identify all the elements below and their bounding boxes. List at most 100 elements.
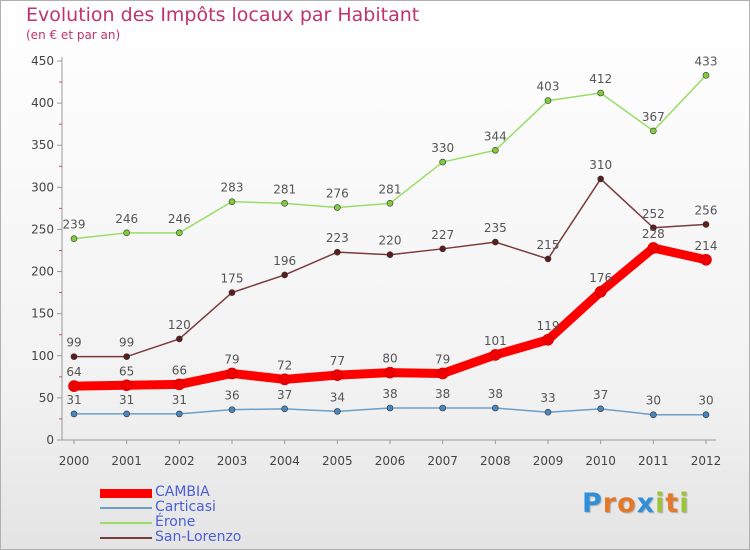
data-point <box>436 367 449 380</box>
x-tick-label: 2009 <box>533 454 564 468</box>
data-point <box>120 379 133 392</box>
data-point <box>700 253 712 266</box>
y-tick-label: 0 <box>46 433 54 447</box>
y-tick-label: 200 <box>31 265 54 279</box>
data-label: 276 <box>326 187 349 201</box>
data-point <box>334 204 341 211</box>
logo-letter: i <box>655 488 666 519</box>
data-label: 176 <box>589 271 612 285</box>
data-label: 79 <box>435 352 450 366</box>
data-label: 37 <box>593 388 608 402</box>
x-tick-label: 2012 <box>691 454 722 468</box>
y-tick-label: 350 <box>31 138 54 152</box>
data-label: 31 <box>66 393 81 407</box>
data-label: 77 <box>330 354 345 368</box>
chart-title: Evolution des Impôts locaux par Habitant <box>26 4 420 26</box>
y-tick-label: 50 <box>39 391 54 405</box>
data-label: 228 <box>642 227 665 241</box>
legend-swatch <box>100 537 152 539</box>
data-label: 37 <box>277 388 292 402</box>
data-point <box>228 289 236 296</box>
data-point <box>489 349 502 361</box>
legend-swatch <box>100 507 152 509</box>
data-label: 256 <box>695 203 718 217</box>
data-label: 101 <box>484 334 507 348</box>
data-label: 246 <box>115 212 138 226</box>
data-point <box>68 380 80 392</box>
data-point <box>226 367 238 380</box>
data-point <box>597 405 604 413</box>
x-tick-label: 2010 <box>585 454 616 468</box>
data-point <box>542 333 554 346</box>
data-point <box>281 200 288 207</box>
data-label: 196 <box>273 254 296 268</box>
data-point <box>439 158 446 166</box>
data-point <box>386 251 394 259</box>
data-label: 367 <box>642 110 665 124</box>
x-tick-label: 2004 <box>269 454 300 468</box>
y-tick-label: 450 <box>31 54 54 68</box>
logo-letter: t <box>665 488 680 519</box>
data-point <box>544 97 552 104</box>
legend-swatch <box>100 488 152 498</box>
data-label: 99 <box>66 336 81 350</box>
legend-label: Carticasi <box>155 499 216 515</box>
x-tick-label: 2006 <box>375 454 406 468</box>
data-label: 38 <box>382 387 397 401</box>
y-tick-label: 150 <box>31 307 54 321</box>
data-label: 215 <box>537 238 560 252</box>
data-label: 227 <box>431 228 454 242</box>
data-point <box>331 369 344 381</box>
data-label: 223 <box>326 231 349 245</box>
data-point <box>281 271 288 279</box>
data-label: 214 <box>695 239 718 253</box>
x-tick-label: 2011 <box>638 454 669 468</box>
data-point <box>176 229 183 237</box>
data-label: 235 <box>484 221 507 235</box>
legend-label: Érone <box>155 514 196 530</box>
data-label: 252 <box>642 207 665 221</box>
data-label: 33 <box>540 391 555 405</box>
data-label: 246 <box>168 212 191 226</box>
legend-label: San-Lorenzo <box>155 529 242 545</box>
logo-letter: P <box>582 488 603 519</box>
data-label: 412 <box>589 72 612 86</box>
legend-swatch <box>100 522 152 524</box>
data-point <box>702 72 710 79</box>
data-point <box>173 378 186 391</box>
data-label: 310 <box>589 158 612 172</box>
data-point <box>594 285 607 298</box>
data-point <box>334 248 341 256</box>
data-point <box>123 229 130 237</box>
data-label: 283 <box>221 181 244 195</box>
x-tick-label: 2005 <box>322 454 353 468</box>
data-point <box>597 89 604 97</box>
data-point <box>228 198 236 205</box>
data-label: 34 <box>330 390 345 404</box>
data-point <box>386 200 394 207</box>
x-tick-label: 2001 <box>111 454 142 468</box>
x-tick-label: 2003 <box>217 454 248 468</box>
data-label: 31 <box>119 393 134 407</box>
logo-letter: r <box>602 488 618 519</box>
data-label: 330 <box>431 141 454 155</box>
data-label: 281 <box>273 182 296 196</box>
data-label: 66 <box>172 363 187 377</box>
data-label: 64 <box>66 365 81 379</box>
x-tick-label: 2008 <box>480 454 511 468</box>
data-label: 36 <box>224 389 239 403</box>
logo-letter: x <box>636 488 656 519</box>
data-point <box>281 405 288 413</box>
data-point <box>278 373 291 386</box>
data-label: 80 <box>382 352 397 366</box>
data-label: 120 <box>168 318 191 332</box>
data-label: 79 <box>224 352 239 366</box>
data-point <box>70 410 78 418</box>
data-label: 30 <box>646 394 661 408</box>
legend-label: CAMBIA <box>155 484 210 500</box>
data-point <box>384 366 396 379</box>
data-point <box>70 353 78 360</box>
data-point <box>176 335 183 343</box>
x-tick-label: 2007 <box>427 454 458 468</box>
